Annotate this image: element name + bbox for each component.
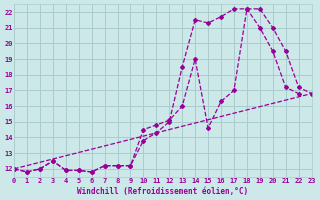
X-axis label: Windchill (Refroidissement éolien,°C): Windchill (Refroidissement éolien,°C) — [77, 187, 248, 196]
